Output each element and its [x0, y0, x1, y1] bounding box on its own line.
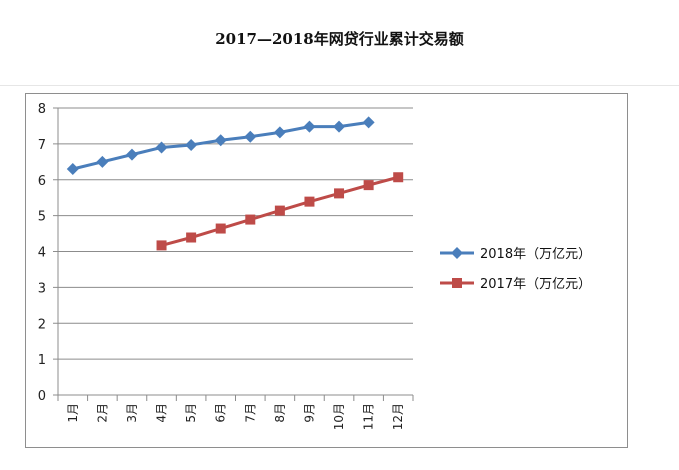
- x-tick-label: 12月: [391, 403, 405, 430]
- legend: 2018年（万亿元） 2017年（万亿元）: [440, 247, 591, 292]
- data-point-marker: [96, 155, 109, 168]
- data-point-marker: [362, 116, 375, 129]
- data-point-marker: [333, 120, 346, 133]
- y-tick-label: 7: [38, 138, 46, 153]
- data-point-marker: [245, 214, 256, 225]
- data-point-marker: [155, 141, 168, 154]
- legend-marker: [452, 278, 462, 288]
- y-tick-label: 2: [38, 317, 46, 332]
- data-point-marker: [214, 134, 227, 147]
- x-axis-ticks: 1月 2月 3月 4月 5月 6月 7月 8月 9月 10月 11月 12月: [66, 403, 405, 430]
- gridlines: [58, 107, 413, 360]
- data-point-marker: [273, 126, 286, 139]
- x-tick-label: 3月: [125, 403, 139, 423]
- series-group: [66, 116, 404, 251]
- title-divider: [0, 85, 679, 86]
- data-point-marker: [334, 188, 345, 199]
- legend-marker: [451, 247, 463, 259]
- x-tick-label: 4月: [155, 403, 169, 423]
- chart-title: 2017—2018年网贷行业累计交易额: [215, 30, 464, 48]
- y-tick-label: 0: [38, 389, 46, 404]
- y-tick-label: 4: [38, 246, 46, 261]
- y-tick-label: 1: [38, 353, 46, 368]
- data-point-marker: [274, 205, 285, 216]
- x-tick-label: 11月: [362, 403, 376, 430]
- data-point-marker: [393, 172, 404, 183]
- y-axis-ticks: 0 1 2 3 4 5 6 7 8: [38, 102, 46, 404]
- data-point-marker: [125, 148, 138, 161]
- data-point-marker: [185, 138, 198, 151]
- x-tick-label: 9月: [302, 403, 316, 423]
- y-tick-label: 5: [38, 210, 46, 225]
- legend-label: 2017年（万亿元）: [480, 277, 591, 292]
- y-tick-label: 3: [38, 281, 46, 296]
- legend-label: 2018年（万亿元）: [480, 247, 591, 262]
- data-point-marker: [215, 223, 226, 234]
- x-tick-label: 5月: [184, 403, 198, 423]
- x-tick-label: 1月: [66, 403, 80, 423]
- data-point-marker: [156, 240, 167, 251]
- data-point-marker: [186, 232, 197, 243]
- x-tick-label: 7月: [243, 403, 257, 423]
- axes: [53, 107, 414, 401]
- data-point-marker: [244, 130, 257, 143]
- x-tick-label: 10月: [332, 403, 346, 430]
- x-tick-label: 6月: [214, 403, 228, 423]
- x-tick-label: 8月: [273, 403, 287, 423]
- data-point-marker: [303, 120, 316, 133]
- y-tick-label: 8: [38, 102, 46, 117]
- x-tick-label: 2月: [95, 403, 109, 423]
- data-point-marker: [363, 180, 374, 191]
- data-point-marker: [304, 196, 315, 207]
- data-point-marker: [66, 162, 79, 175]
- chart-frame: [25, 93, 628, 448]
- y-tick-label: 6: [38, 174, 46, 189]
